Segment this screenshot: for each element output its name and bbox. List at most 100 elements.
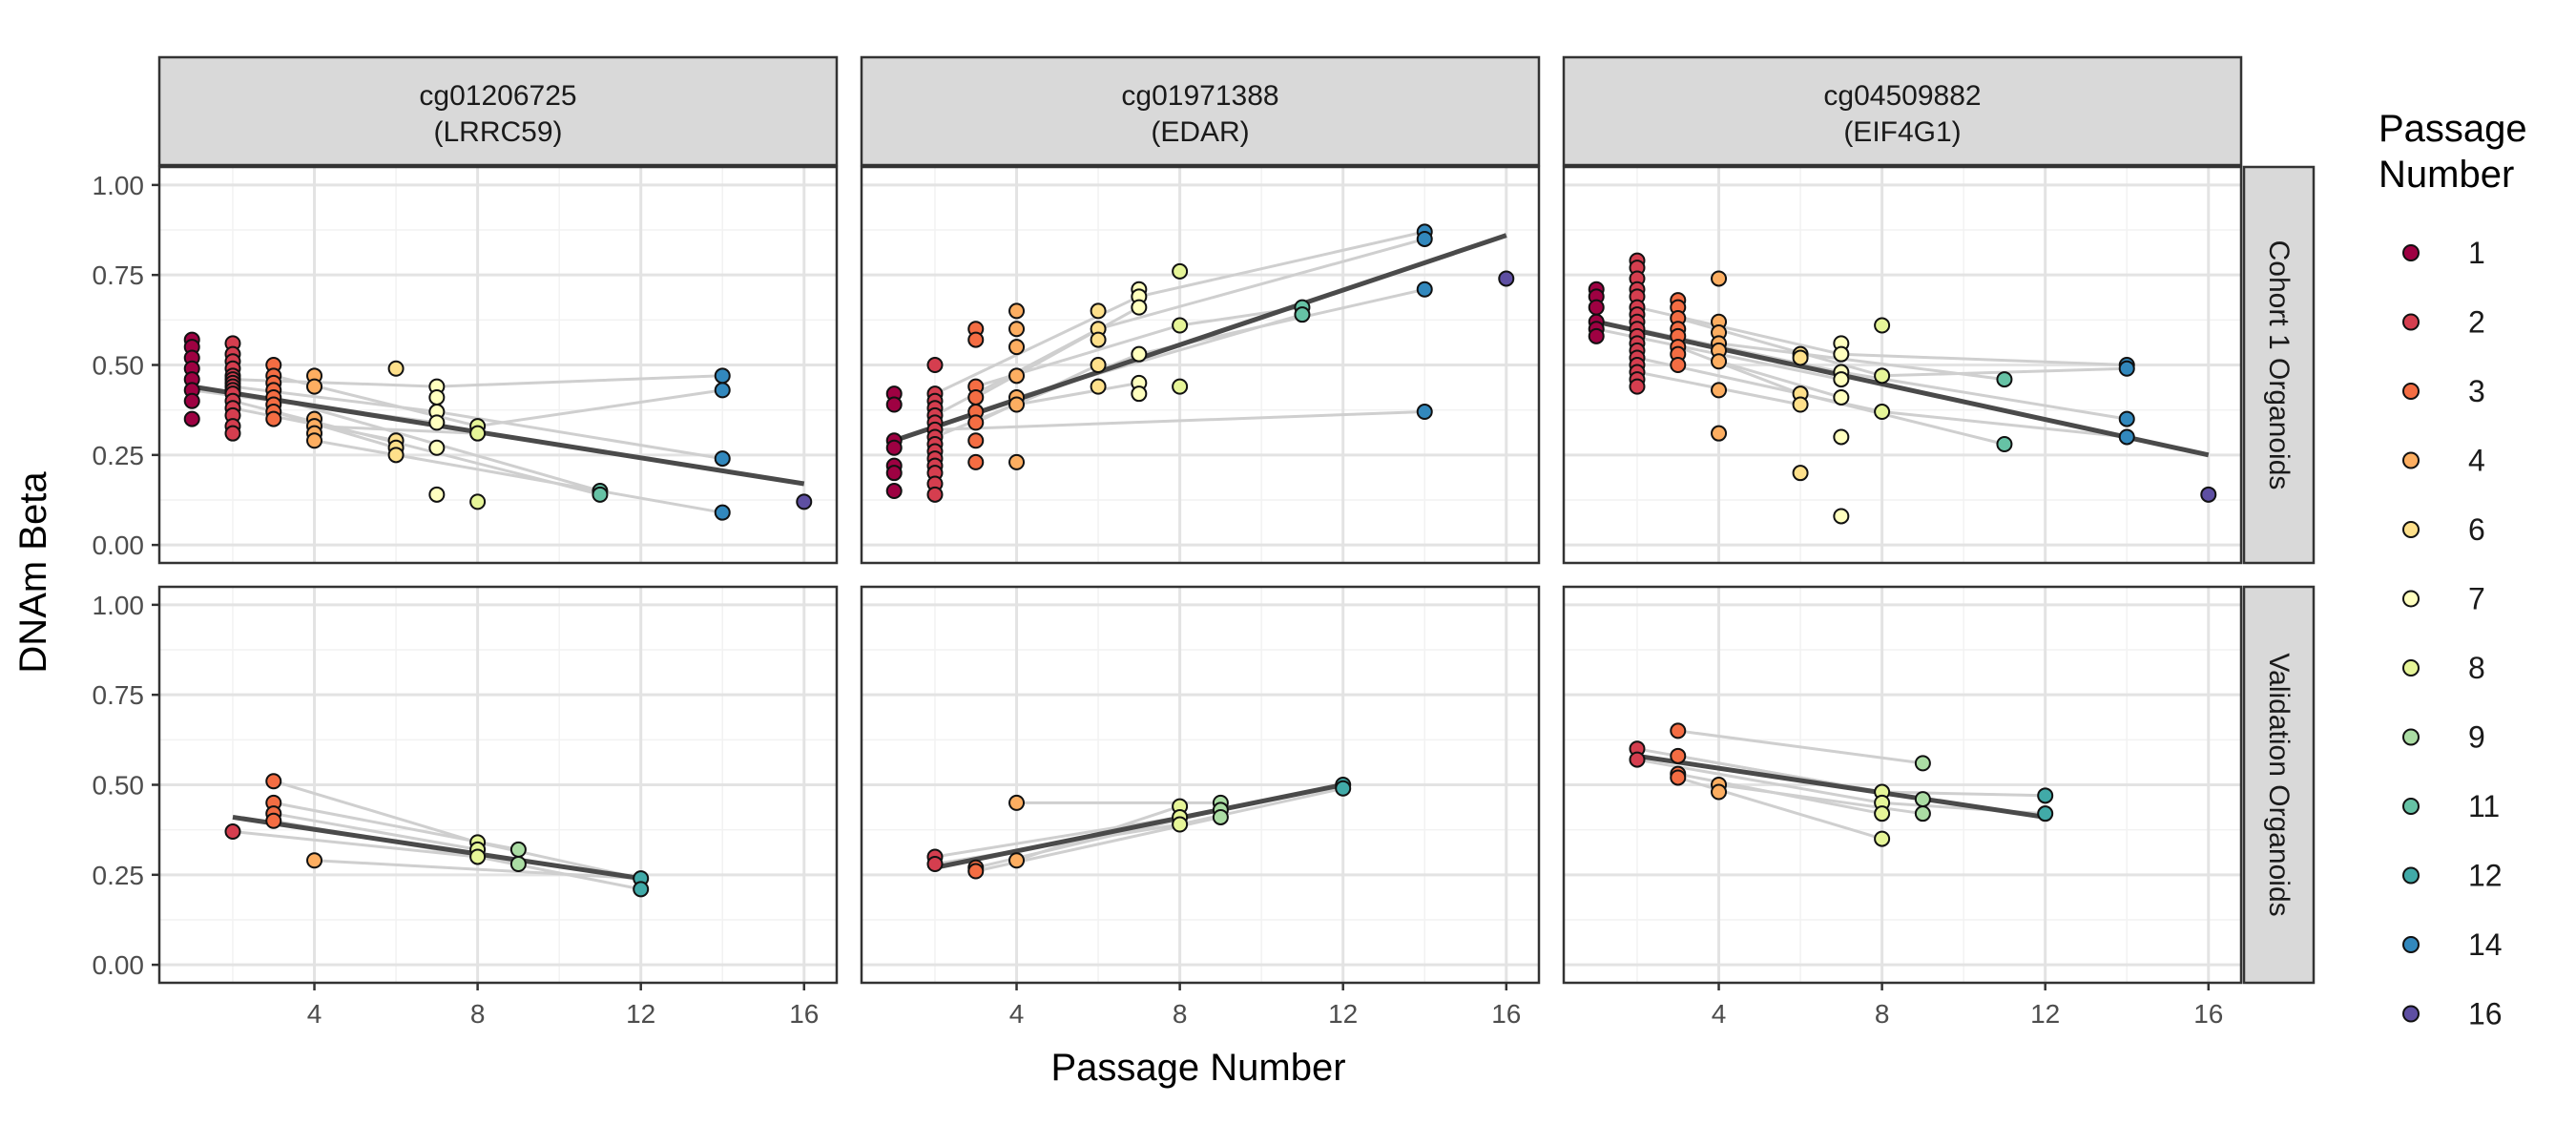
x-tick-label: 16 — [789, 999, 819, 1029]
data-point — [306, 852, 323, 869]
data-point — [967, 388, 985, 406]
trend-line — [934, 782, 1344, 870]
x-tick-label: 16 — [2193, 999, 2223, 1029]
data-point — [1996, 436, 2013, 452]
y-tick-label: 0.50 — [93, 351, 145, 381]
data-point — [306, 378, 323, 395]
strip-label-probe: cg04509882 — [1823, 80, 1981, 112]
x-tick-label: 4 — [307, 999, 322, 1029]
data-point — [1131, 385, 1148, 403]
data-point — [1131, 299, 1148, 316]
x-tick-label: 4 — [1009, 999, 1025, 1029]
data-points — [885, 223, 1515, 503]
sample-path-line — [314, 439, 723, 514]
panels-layer — [157, 165, 2243, 985]
data-point — [1792, 349, 1809, 366]
sample-path-line — [1718, 783, 1923, 816]
data-point — [1416, 230, 1433, 247]
x-axis-title: Passage Number — [1050, 1047, 1345, 1089]
x-tick-label: 12 — [2030, 999, 2060, 1029]
data-points — [224, 773, 650, 898]
data-point — [926, 486, 944, 503]
data-point — [1131, 345, 1148, 363]
data-point — [926, 357, 944, 373]
data-point — [1914, 805, 1931, 822]
strip-background — [157, 55, 839, 167]
legend-swatch — [2402, 313, 2420, 331]
data-point — [1008, 396, 1026, 413]
legend-item: 8 — [2402, 651, 2485, 685]
sample-path-line — [1016, 381, 1140, 406]
trend-line — [191, 384, 805, 487]
data-point — [509, 841, 527, 858]
strip-background — [2242, 585, 2316, 985]
legend-swatch — [2402, 936, 2420, 953]
data-points — [183, 331, 813, 521]
data-point — [1833, 508, 1850, 525]
data-point — [1874, 830, 1891, 847]
data-point — [265, 410, 282, 427]
legend-item: 12 — [2402, 859, 2503, 893]
data-point — [1792, 396, 1809, 413]
data-point — [1090, 331, 1107, 348]
data-point — [1833, 388, 1850, 406]
panel-border — [1562, 165, 2243, 565]
data-point — [1670, 357, 1687, 373]
data-point — [796, 493, 813, 510]
data-point — [1874, 367, 1891, 385]
data-point — [1711, 382, 1728, 399]
strip-label-probe: cg01206725 — [419, 80, 576, 112]
data-point — [1008, 339, 1026, 356]
y-tick-label: 1.00 — [93, 591, 145, 620]
x-tick-label: 8 — [1875, 999, 1890, 1029]
data-point — [1792, 465, 1809, 482]
legend-label: 8 — [2468, 651, 2485, 685]
data-point — [885, 465, 903, 482]
trend-line — [232, 814, 642, 882]
strips-layer: cg01206725 (LRRC59) cg01971388 (EDAR) cg0450… — [157, 55, 2316, 985]
data-point — [1874, 317, 1891, 334]
data-point — [1874, 404, 1891, 421]
row-strip-label: Validation Organoids — [2263, 653, 2295, 916]
panel-border — [860, 165, 1541, 565]
sample-path-line — [1677, 729, 1923, 765]
trend-line — [1636, 753, 2046, 820]
data-point — [1588, 327, 1605, 344]
legend-swatch — [2402, 728, 2420, 746]
legend-item: 16 — [2402, 997, 2503, 1031]
legend-swatch — [2402, 866, 2420, 885]
legend-item: 9 — [2402, 720, 2485, 755]
data-point — [2118, 410, 2135, 427]
data-point — [1833, 345, 1850, 363]
data-point — [2200, 486, 2217, 503]
y-tick-label: 0.00 — [93, 950, 145, 980]
legend-item: 4 — [2402, 444, 2485, 478]
data-point — [1670, 769, 1687, 786]
legend-label: 3 — [2468, 374, 2485, 408]
data-point — [1711, 353, 1728, 370]
data-point — [633, 881, 650, 898]
y-tick-label: 0.25 — [93, 441, 145, 470]
data-point — [2037, 805, 2054, 822]
data-point — [224, 425, 241, 442]
panel-5 — [860, 585, 1541, 985]
data-point — [428, 388, 446, 406]
legend-item: 1 — [2402, 236, 2485, 270]
x-tick-label: 12 — [626, 999, 655, 1029]
data-point — [967, 432, 985, 449]
data-point — [1629, 378, 1646, 395]
data-point — [1172, 317, 1189, 334]
legend-title-line1: Passage — [2379, 108, 2527, 150]
data-point — [469, 425, 487, 442]
data-point — [387, 447, 405, 464]
x-tick-label: 16 — [1491, 999, 1521, 1029]
sample-path-line — [934, 410, 1425, 431]
y-tick-label: 0.75 — [93, 680, 145, 710]
data-point — [1416, 404, 1433, 421]
trend-line — [893, 233, 1507, 444]
data-points — [1629, 722, 2054, 847]
data-point — [1670, 747, 1687, 764]
data-point — [926, 856, 944, 872]
data-points — [1588, 252, 2217, 525]
